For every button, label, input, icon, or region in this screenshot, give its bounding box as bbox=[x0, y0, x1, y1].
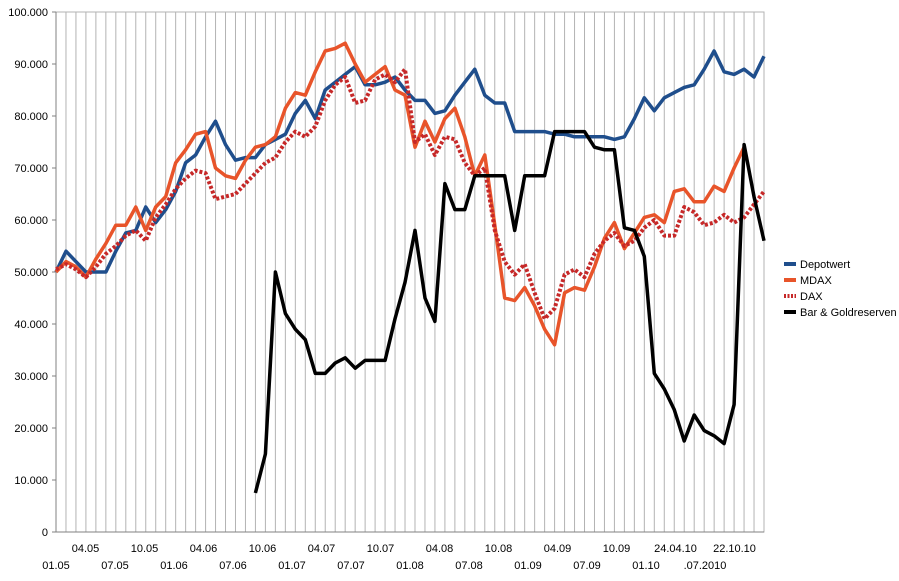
series-mdax bbox=[54, 41, 746, 347]
x-tick-label-lower: 01.10 bbox=[632, 560, 660, 572]
y-tick-label: 30.000 bbox=[14, 371, 48, 383]
legend-label: MDAX bbox=[800, 275, 832, 287]
x-tick-label-lower: 07.09 bbox=[573, 560, 601, 572]
y-tick-label: 60.000 bbox=[14, 215, 48, 227]
grid-layer bbox=[55, 11, 765, 533]
series-layer bbox=[54, 41, 766, 494]
x-tick-label-upper: 04.06 bbox=[190, 543, 218, 555]
x-tick-label-lower: 07.06 bbox=[219, 560, 247, 572]
legend-label: Depotwert bbox=[800, 259, 850, 271]
y-tick-label: 100.000 bbox=[8, 7, 48, 19]
y-tick-label: 50.000 bbox=[14, 267, 48, 279]
x-tick-label-upper: 22.10.10 bbox=[713, 543, 756, 555]
series-bar-goldreserven bbox=[253, 129, 766, 494]
plot-area bbox=[55, 11, 765, 533]
x-tick-label-lower: 01.06 bbox=[160, 560, 188, 572]
legend-label: Bar & Goldreserven bbox=[800, 307, 897, 319]
x-tick-label-upper: 04.09 bbox=[544, 543, 572, 555]
y-tick-label: 90.000 bbox=[14, 59, 48, 71]
x-tick-label-lower: 07.05 bbox=[101, 560, 129, 572]
series-dax bbox=[55, 67, 766, 321]
y-tick-label: 10.000 bbox=[14, 475, 48, 487]
y-tick-label: 0 bbox=[42, 527, 48, 539]
x-tick-label-lower: 01.08 bbox=[396, 560, 424, 572]
x-tick-label-upper: 10.08 bbox=[485, 543, 513, 555]
y-tick-label: 70.000 bbox=[14, 163, 48, 175]
legend: Depotwert MDAX DAX Bar & Goldreserven bbox=[784, 259, 897, 319]
y-tick-label: 80.000 bbox=[14, 111, 48, 123]
x-tick-label-upper: 10.06 bbox=[249, 543, 277, 555]
y-tick-label: 40.000 bbox=[14, 319, 48, 331]
x-tick-label-upper: 04.07 bbox=[308, 543, 336, 555]
x-tick-label-upper: 10.05 bbox=[131, 543, 159, 555]
x-tick-label-upper: 10.07 bbox=[367, 543, 395, 555]
x-tick-label-lower: 01.09 bbox=[514, 560, 542, 572]
series-line bbox=[55, 67, 766, 321]
axis-layer: 0 10.000 20.000 30.000 40.000 50.000 60.000 70.… bbox=[8, 7, 764, 572]
series-depotwert bbox=[54, 49, 766, 274]
series-line bbox=[54, 41, 746, 347]
x-tick-label-upper: 04.05 bbox=[72, 543, 100, 555]
x-tick-label-upper: 10.09 bbox=[603, 543, 631, 555]
x-tick-label-lower: 07.07 bbox=[337, 560, 365, 572]
x-tick-label-upper: 04.08 bbox=[426, 543, 454, 555]
series-line bbox=[253, 129, 766, 494]
x-tick-label-lower: 07.08 bbox=[455, 560, 483, 572]
y-tick-label: 20.000 bbox=[14, 423, 48, 435]
series-line bbox=[54, 49, 766, 274]
x-tick-label-upper: 24.04.10 bbox=[654, 543, 697, 555]
x-tick-label-lower: 01.07 bbox=[278, 560, 306, 572]
x-tick-label-lower: .07.2010 bbox=[684, 560, 727, 572]
x-tick-label-lower: 01.05 bbox=[42, 560, 70, 572]
legend-label: DAX bbox=[800, 291, 823, 303]
